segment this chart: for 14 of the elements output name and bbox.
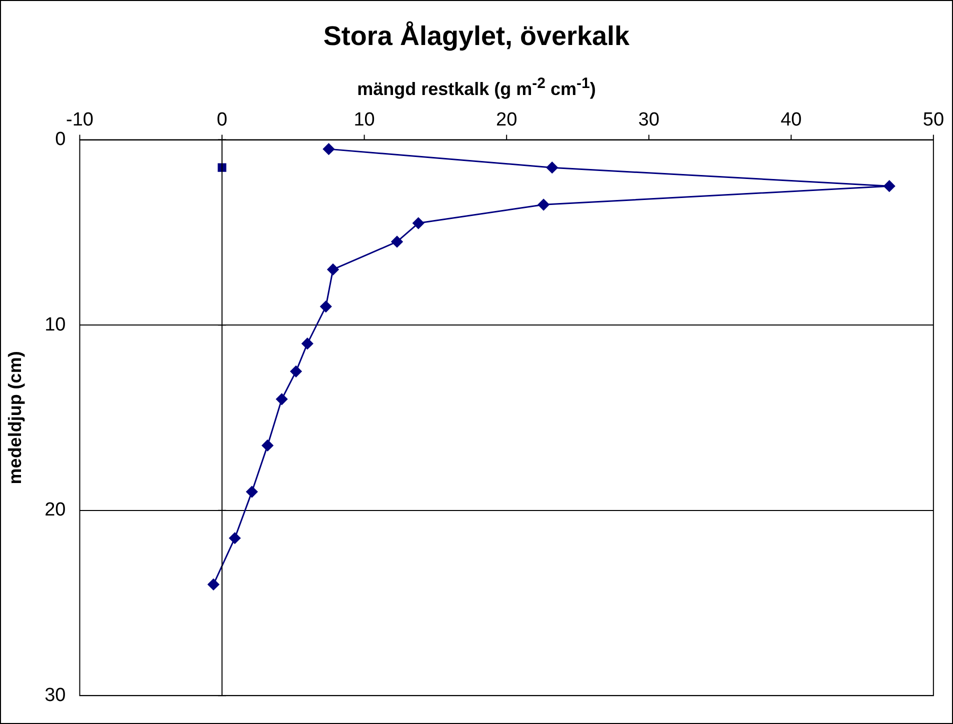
y-tick-label: 10: [44, 314, 66, 336]
x-tick-label: 50: [922, 110, 944, 131]
x-axis-title: mängd restkalk (g m$^{-2}$ cm$^{-1}$): [356, 75, 597, 100]
y-tick-label: 20: [44, 500, 66, 521]
x-tick-label: -10: [66, 110, 94, 131]
x-tick-label: 0: [216, 110, 228, 131]
x-tick-label: 10: [354, 110, 375, 131]
y-axis-title: medeldjup (cm): [4, 351, 25, 484]
x-tick-label: 20: [496, 110, 518, 131]
chart-title: Stora Ålagylet, överkalk: [322, 21, 631, 52]
y-tick-label: 30: [44, 684, 66, 706]
y-tick-label: 0: [55, 129, 66, 150]
x-tick-label: 30: [638, 110, 660, 131]
x-tick-label: 40: [780, 110, 802, 131]
